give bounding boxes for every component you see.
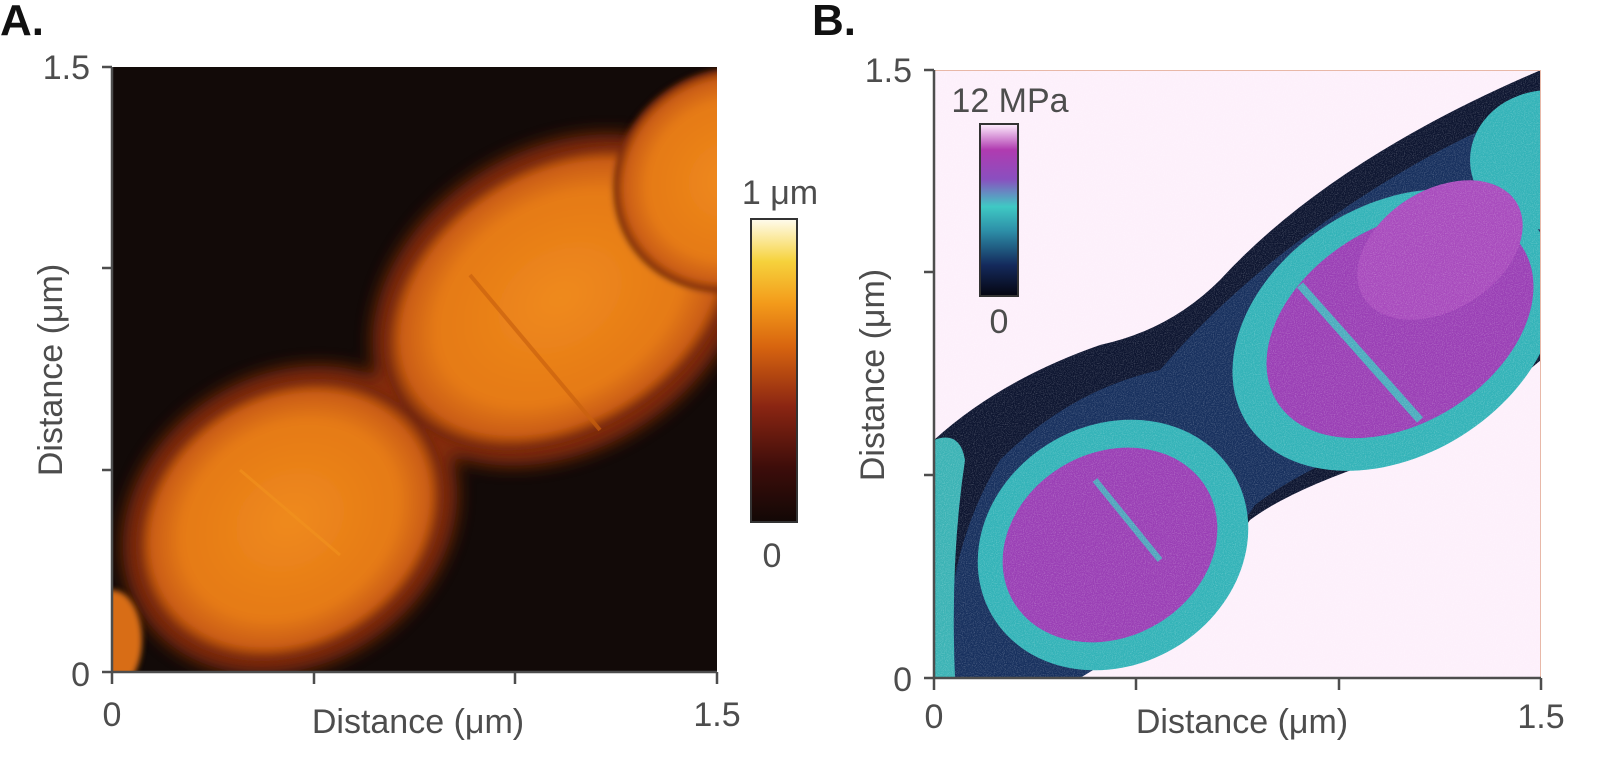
panel-a-ylabel: Distance (μm) — [32, 264, 70, 476]
panel-b-colorbar: 12 MPa 0 — [951, 82, 1068, 341]
panel-b-xtick-min: 0 — [925, 698, 944, 736]
panel-a-cell-lower — [135, 378, 445, 662]
panel-b-axes — [924, 68, 1543, 690]
panel-a-axes — [102, 65, 719, 684]
panel-a-septum-2 — [239, 468, 341, 557]
panel-a-height-map — [112, 67, 717, 672]
panel-a-ytick-min: 0 — [71, 656, 90, 694]
panel-a-xtick-max: 1.5 — [693, 696, 740, 734]
panel-b-modulus-map — [934, 70, 1541, 678]
panel-a-colorbar: 1 μm 0 — [742, 174, 818, 575]
panel-b-xtick-max: 1.5 — [1517, 698, 1564, 736]
panel-a-septum-1 — [468, 273, 602, 432]
panel-a-ytick-max: 1.5 — [43, 49, 90, 87]
panel-b-colorbar-bar — [979, 123, 1019, 297]
panel-b-label: B. — [812, 0, 856, 45]
panel-b-colorbar-max: 12 MPa — [951, 82, 1068, 120]
panel-b-ytick-min: 0 — [893, 661, 912, 699]
panel-a-colorbar-bar — [750, 218, 798, 523]
panel-a: A. — [0, 0, 818, 741]
panel-b-xlabel: Distance (μm) — [1136, 703, 1348, 741]
panel-a-label: A. — [0, 0, 44, 45]
panel-a-xtick-min: 0 — [103, 696, 122, 734]
panel-b-ytick-max: 1.5 — [865, 52, 912, 90]
panel-a-colorbar-min: 0 — [763, 537, 782, 575]
panel-a-colorbar-max: 1 μm — [742, 174, 818, 212]
panel-b-ylabel: Distance (μm) — [854, 269, 892, 481]
panel-b-colorbar-min: 0 — [990, 303, 1009, 341]
panel-a-xlabel: Distance (μm) — [312, 703, 524, 741]
panel-b: B. — [812, 0, 1565, 741]
